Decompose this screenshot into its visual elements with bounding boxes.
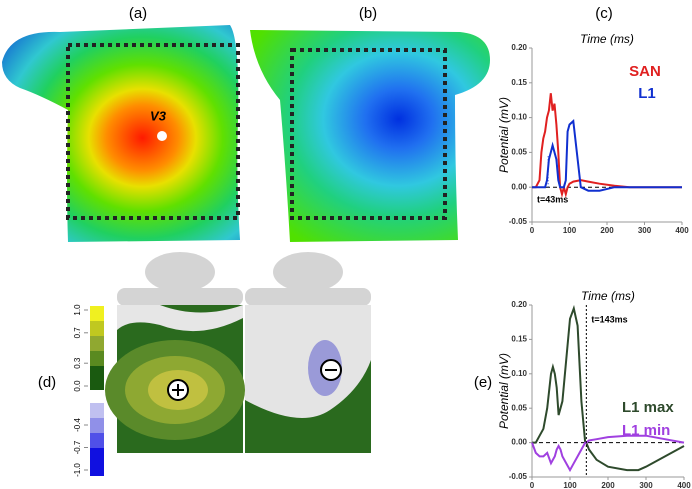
chart-title: Time (ms) xyxy=(580,32,634,46)
colorbar-label: 1.0 xyxy=(73,304,82,316)
y-tick-label: 0.20 xyxy=(511,43,527,52)
legend-entry: L1 xyxy=(638,85,656,102)
series-line xyxy=(532,93,682,199)
map-back xyxy=(245,305,371,453)
panel-label: (a) xyxy=(129,5,147,22)
colorbar-label: -1.0 xyxy=(73,463,82,477)
torso-back xyxy=(250,30,490,242)
series-line xyxy=(532,119,682,192)
y-tick-label: 0.00 xyxy=(511,182,527,191)
x-tick-label: 400 xyxy=(677,481,691,489)
colorbar-label: 0.7 xyxy=(73,327,82,339)
legend-entry: L1 max xyxy=(622,399,674,416)
panel-label: (d) xyxy=(38,374,56,391)
chart-title: Time (ms) xyxy=(581,289,635,303)
panel-label: (c) xyxy=(595,5,613,22)
silhouettes xyxy=(117,252,371,306)
panel-label: (e) xyxy=(474,374,492,391)
x-tick-label: 0 xyxy=(530,481,535,489)
colorbar xyxy=(90,306,104,476)
x-tick-label: 200 xyxy=(600,226,614,235)
x-tick-label: 300 xyxy=(639,481,653,489)
x-tick-label: 200 xyxy=(601,481,615,489)
y-tick-label: 0.00 xyxy=(511,438,527,447)
torso-front xyxy=(2,25,240,242)
x-tick-label: 400 xyxy=(675,226,689,235)
electrode-label: V3 xyxy=(150,108,167,123)
series-line xyxy=(531,434,685,473)
legend-entry: L1 min xyxy=(622,422,670,439)
colorbar-label: 0.3 xyxy=(73,357,82,369)
y-tick-label: -0.05 xyxy=(509,217,528,226)
y-tick-label: 0.05 xyxy=(511,403,527,412)
y-axis-label: Potential (mV) xyxy=(497,97,511,173)
x-tick-label: 300 xyxy=(638,226,652,235)
y-tick-label: 0.15 xyxy=(511,78,527,87)
y-tick-label: -0.05 xyxy=(509,472,528,481)
y-tick-label: 0.15 xyxy=(511,335,527,344)
y-tick-label: 0.10 xyxy=(511,113,527,122)
series-line xyxy=(532,304,685,472)
y-axis-label: Potential (mV) xyxy=(497,353,511,429)
y-tick-label: 0.05 xyxy=(511,148,527,157)
x-tick-label: 100 xyxy=(563,481,577,489)
plot-frame xyxy=(532,305,684,477)
colorbar-label: -0.7 xyxy=(73,440,82,454)
colorbar-label: -0.4 xyxy=(73,418,82,432)
annotation: t=143ms xyxy=(591,314,627,324)
panel-label: (b) xyxy=(359,5,377,22)
x-tick-label: 0 xyxy=(530,226,535,235)
annotation: t=43ms xyxy=(537,194,568,204)
map-front xyxy=(105,305,245,453)
y-tick-label: 0.20 xyxy=(511,300,527,309)
x-tick-label: 100 xyxy=(563,226,577,235)
legend-entry: SAN xyxy=(629,63,661,80)
y-tick-label: 0.10 xyxy=(511,369,527,378)
colorbar-label: 0.0 xyxy=(73,380,82,392)
